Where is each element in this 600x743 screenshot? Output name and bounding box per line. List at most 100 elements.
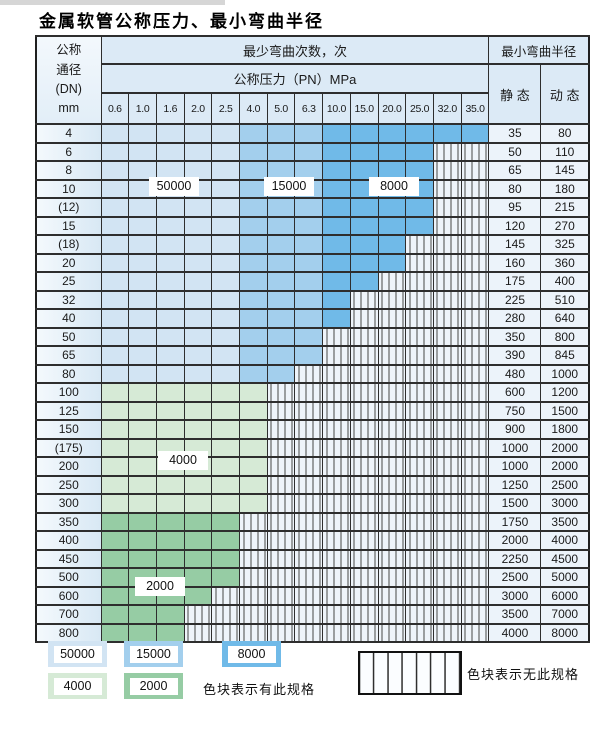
legend-swatch: 50000: [48, 641, 107, 667]
dn-cell: 25: [35, 271, 102, 292]
cycle-spec-cell: [239, 252, 268, 273]
no-spec-cell: [294, 567, 324, 588]
pressure-col-header: 32.0: [432, 92, 462, 125]
no-spec-cell: [377, 604, 407, 625]
no-spec-cell: [322, 493, 351, 514]
cycle-spec-cell: [128, 215, 157, 236]
no-spec-cell: [377, 363, 407, 384]
no-spec-cell: [294, 493, 324, 514]
cycle-spec-cell: [100, 474, 130, 495]
no-spec-cell: [349, 474, 379, 495]
table-row: 15 120 270: [35, 215, 590, 236]
no-spec-cell: [239, 604, 268, 625]
table-row: (175) 1000 2000: [35, 437, 590, 458]
no-spec-cell: [349, 511, 379, 532]
cycle-spec-cell: [349, 234, 379, 255]
cycle-spec-cell: [322, 141, 351, 162]
table-row: 8 65 145: [35, 160, 590, 181]
static-radius-cell: 1250: [488, 474, 542, 495]
cycle-spec-cell: [239, 271, 268, 292]
cycle-spec-cell: [155, 308, 185, 329]
no-spec-cell: [322, 604, 351, 625]
pressure-col-header: 0.6: [100, 92, 130, 125]
no-spec-cell: [460, 511, 490, 532]
cycle-spec-cell: [183, 400, 213, 421]
dynamic-radius-cell: 8000: [540, 622, 590, 643]
no-spec-cell: [460, 437, 490, 458]
static-column-header: 静 态: [488, 63, 542, 125]
cycle-spec-cell: [211, 308, 241, 329]
dn-cell: 100: [35, 382, 102, 403]
cycle-spec-cell: [266, 252, 296, 273]
table-row: 700 3500 7000: [35, 604, 590, 625]
no-spec-cell: [432, 511, 462, 532]
cycle-spec-cell: [155, 234, 185, 255]
legend-present-text: 色块表示有此规格: [203, 682, 316, 697]
cycle-spec-cell: [183, 308, 213, 329]
cycle-spec-cell: [239, 215, 268, 236]
cycle-spec-cell: [211, 511, 241, 532]
no-spec-cell: [405, 604, 434, 625]
no-spec-cell: [460, 456, 490, 477]
no-spec-cell: [460, 345, 490, 366]
cycle-spec-cell: [183, 530, 213, 551]
no-spec-cell: [377, 289, 407, 310]
cycle-spec-cell: [266, 234, 296, 255]
no-spec-cell: [377, 585, 407, 606]
no-spec-cell: [377, 493, 407, 514]
cycle-spec-cell: [239, 437, 268, 458]
cycle-spec-cell: [349, 123, 379, 144]
cycle-spec-cell: [100, 437, 130, 458]
no-spec-cell: [266, 419, 296, 440]
no-spec-cell: [405, 419, 434, 440]
dynamic-radius-cell: 2500: [540, 474, 590, 495]
table-row: 10 80 180: [35, 178, 590, 199]
no-spec-cell: [349, 585, 379, 606]
no-spec-cell: [405, 493, 434, 514]
legend-absent-text: 色块表示无此规格: [467, 667, 580, 682]
cycle-spec-cell: [294, 178, 324, 199]
no-spec-cell: [460, 141, 490, 162]
cycle-spec-cell: [155, 345, 185, 366]
cycle-spec-cell: [128, 160, 157, 181]
no-spec-cell: [349, 400, 379, 421]
cycle-spec-cell: [100, 160, 130, 181]
no-spec-cell: [266, 474, 296, 495]
cycle-spec-cell: [294, 308, 324, 329]
static-radius-cell: 1000: [488, 437, 542, 458]
cycle-spec-cell: [294, 215, 324, 236]
cycle-spec-cell: [128, 123, 157, 144]
cycle-spec-cell: [322, 178, 351, 199]
dynamic-radius-cell: 640: [540, 308, 590, 329]
cycle-spec-cell: [460, 123, 490, 144]
cycle-spec-cell: [239, 345, 268, 366]
dn-cell: (175): [35, 437, 102, 458]
cycle-spec-cell: [155, 289, 185, 310]
static-radius-cell: 2000: [488, 530, 542, 551]
dn-cell: 800: [35, 622, 102, 643]
cycle-spec-cell: [100, 197, 130, 218]
no-spec-cell: [432, 141, 462, 162]
cycle-spec-cell: [239, 197, 268, 218]
no-spec-cell: [349, 437, 379, 458]
cycle-spec-cell: [155, 530, 185, 551]
no-spec-cell: [349, 456, 379, 477]
cycle-spec-cell: [211, 456, 241, 477]
cycle-spec-cell: [239, 160, 268, 181]
cycle-spec-cell: [266, 271, 296, 292]
cycle-spec-cell: [294, 160, 324, 181]
cycle-spec-cell: [294, 345, 324, 366]
cycle-spec-cell: [405, 160, 434, 181]
min-bend-radius-header: 最小弯曲半径: [488, 35, 590, 65]
dn-cell: 20: [35, 252, 102, 273]
table-row: 450 2250 4500: [35, 548, 590, 569]
cycle-spec-cell: [128, 400, 157, 421]
legend-swatch: 4000: [48, 673, 107, 699]
cycle-spec-cell: [100, 326, 130, 347]
legend-swatch: 8000: [222, 641, 281, 667]
table-row: 40 280 640: [35, 308, 590, 329]
no-spec-cell: [405, 345, 434, 366]
no-spec-cell: [432, 419, 462, 440]
cycle-spec-cell: [239, 382, 268, 403]
cycle-spec-cell: [183, 215, 213, 236]
